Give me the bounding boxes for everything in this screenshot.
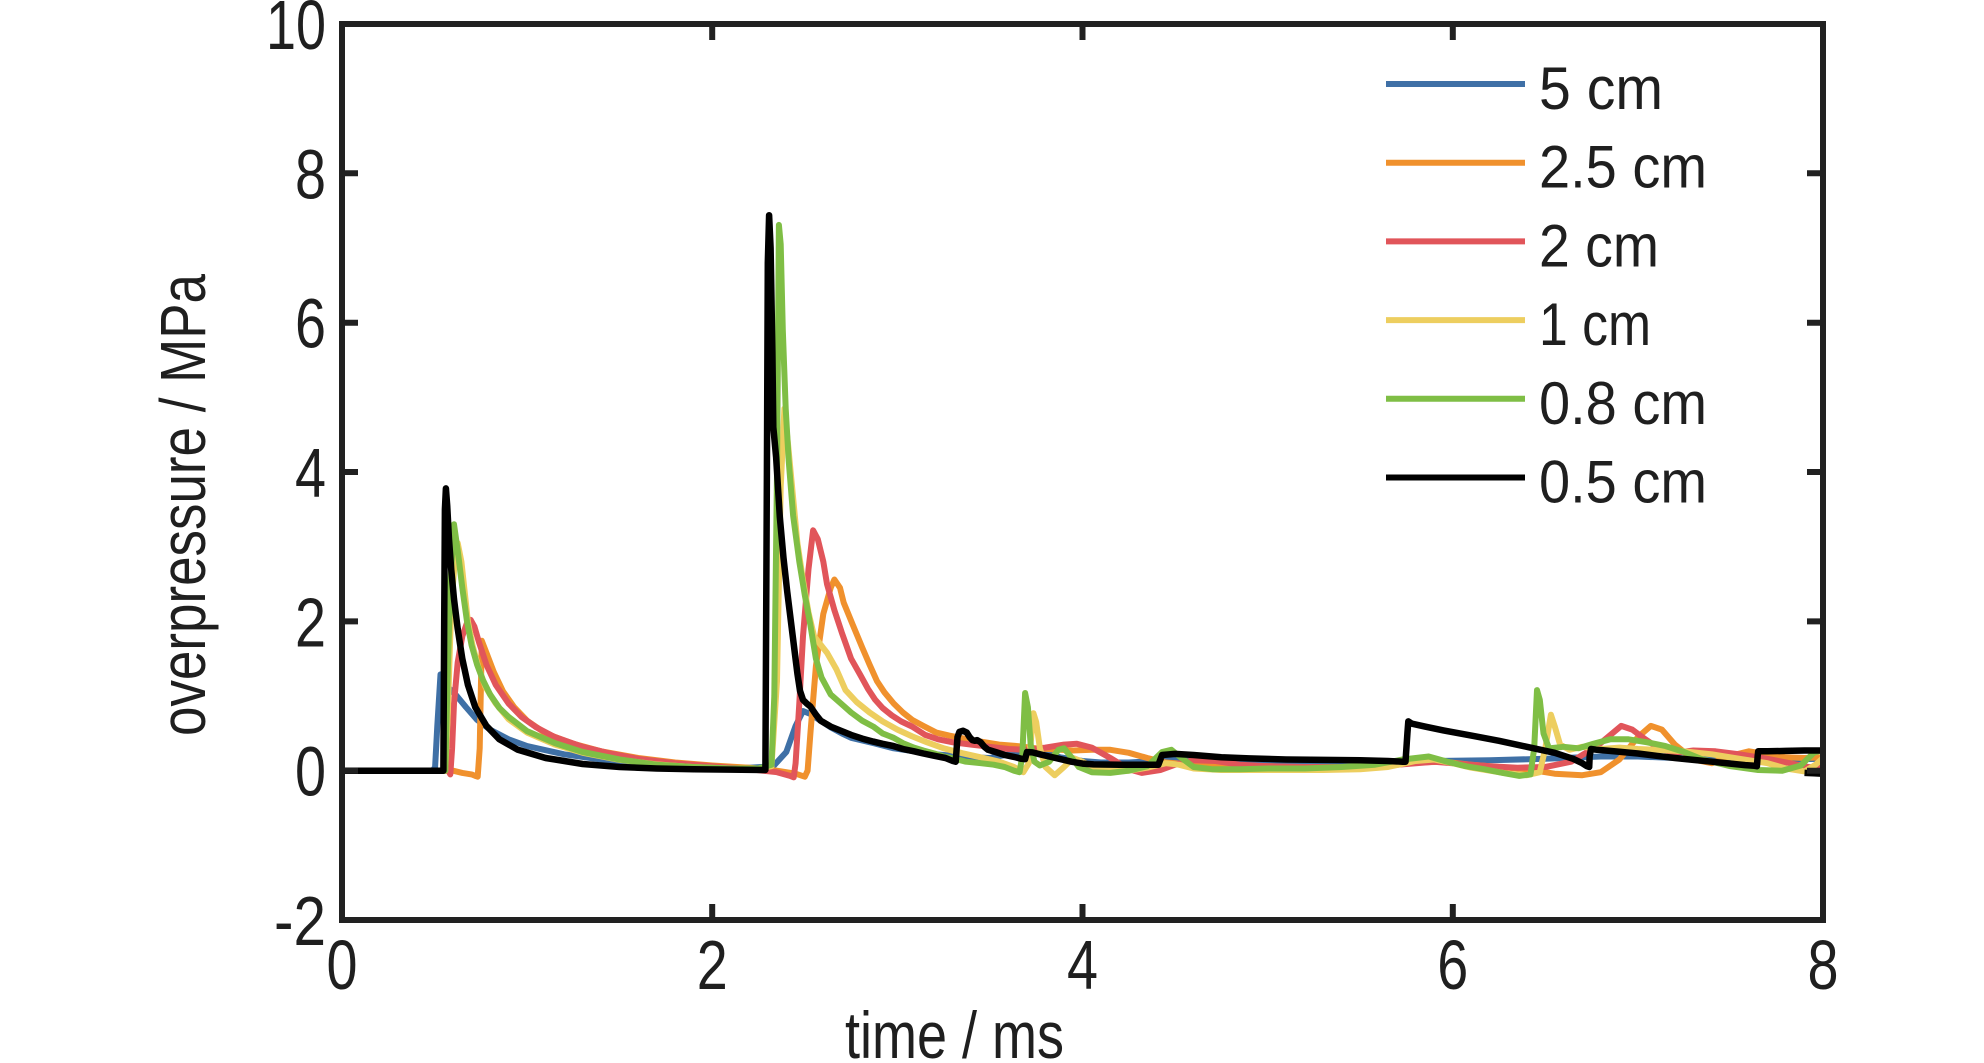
svg-text:8: 8 [295, 135, 326, 213]
svg-text:8: 8 [1808, 926, 1839, 1004]
svg-text:overpressure / MPa: overpressure / MPa [147, 274, 219, 736]
svg-text:0.8 cm: 0.8 cm [1539, 370, 1707, 437]
svg-text:6: 6 [1437, 926, 1468, 1004]
svg-text:4: 4 [295, 434, 326, 512]
svg-text:2.5 cm: 2.5 cm [1539, 134, 1707, 201]
svg-text:10: 10 [266, 0, 326, 64]
svg-text:0.5 cm: 0.5 cm [1539, 449, 1707, 516]
svg-text:time / ms: time / ms [845, 998, 1064, 1063]
svg-text:6: 6 [295, 285, 326, 363]
svg-text:0: 0 [295, 733, 326, 811]
svg-text:1 cm: 1 cm [1539, 291, 1651, 358]
svg-text:5 cm: 5 cm [1539, 55, 1663, 122]
svg-text:4: 4 [1067, 926, 1098, 1004]
svg-text:-2: -2 [274, 882, 326, 960]
svg-text:2: 2 [295, 583, 326, 661]
svg-text:2 cm: 2 cm [1539, 212, 1659, 279]
svg-text:2: 2 [697, 926, 728, 1004]
svg-text:0: 0 [327, 926, 358, 1004]
